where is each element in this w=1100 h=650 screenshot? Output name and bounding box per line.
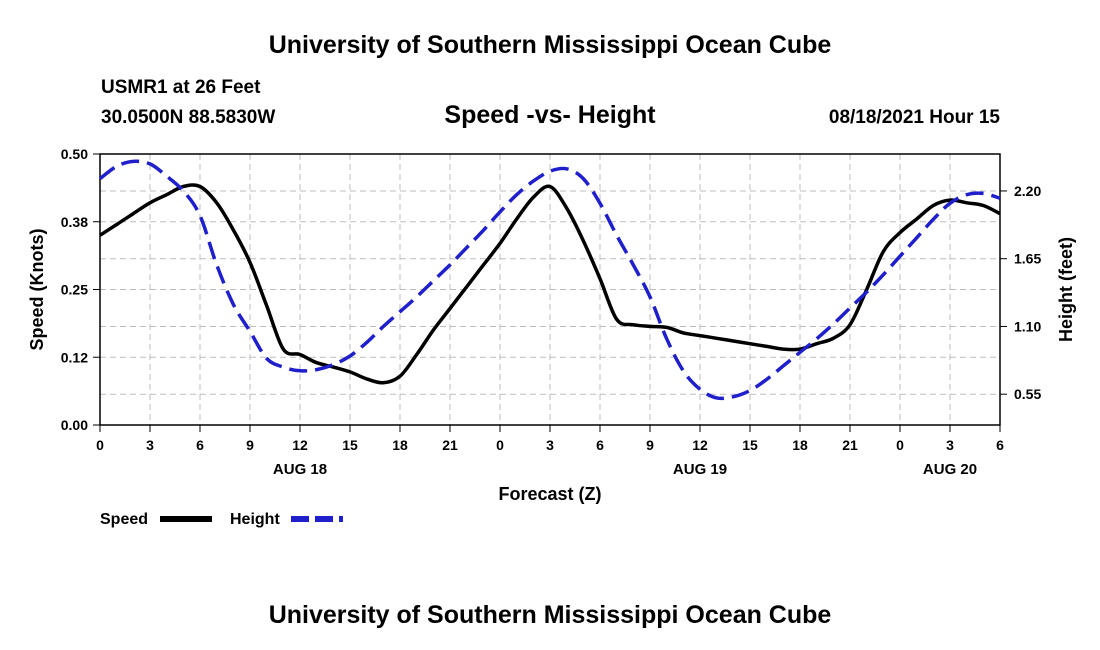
x-tick-label: 3 bbox=[146, 437, 154, 453]
x-tick-label: 9 bbox=[646, 437, 654, 453]
x-tick-label: 21 bbox=[842, 437, 858, 453]
x-tick-label: 0 bbox=[896, 437, 904, 453]
date-label: AUG 20 bbox=[923, 461, 977, 478]
x-tick-label: 6 bbox=[596, 437, 604, 453]
date-label: AUG 19 bbox=[673, 461, 727, 478]
footer-title: University of Southern Mississippi Ocean… bbox=[268, 601, 832, 629]
x-tick-label: 12 bbox=[292, 437, 308, 453]
x-tick-label: 0 bbox=[96, 437, 104, 453]
x-tick-label: 15 bbox=[742, 437, 758, 453]
x-tick-label: 18 bbox=[792, 437, 808, 453]
legend-label-height: Height bbox=[230, 511, 280, 528]
y-tick-label: 0.12 bbox=[61, 349, 88, 365]
x-tick-label: 18 bbox=[392, 437, 408, 453]
chart-title: Speed -vs- Height bbox=[444, 101, 656, 129]
y2-tick-label: 0.55 bbox=[1014, 386, 1041, 402]
forecast-date: 08/18/2021 Hour 15 bbox=[828, 107, 1000, 128]
x-tick-label: 6 bbox=[996, 437, 1004, 453]
y-tick-label: 0.50 bbox=[61, 146, 88, 162]
x-tick-label: 3 bbox=[546, 437, 554, 453]
x-tick-label: 6 bbox=[196, 437, 204, 453]
y2-tick-label: 1.10 bbox=[1014, 318, 1041, 334]
legend-label-speed: Speed bbox=[100, 511, 148, 528]
x-tick-label: 12 bbox=[692, 437, 708, 453]
x-tick-label: 0 bbox=[496, 437, 504, 453]
x-axis-label: Forecast (Z) bbox=[498, 484, 601, 504]
y-tick-label: 0.00 bbox=[61, 417, 88, 433]
y2-tick-label: 2.20 bbox=[1014, 183, 1041, 199]
plot-frame bbox=[99, 153, 1001, 426]
y-tick-label: 0.25 bbox=[61, 282, 88, 298]
x-tick-label: 15 bbox=[342, 437, 358, 453]
y2-tick-label: 1.65 bbox=[1014, 251, 1041, 267]
location-label: 30.0500N 88.5830W bbox=[101, 107, 276, 128]
station-label: USMR1 at 26 Feet bbox=[101, 77, 261, 98]
x-tick-label: 3 bbox=[946, 437, 954, 453]
y-tick-label: 0.38 bbox=[61, 214, 88, 230]
date-label: AUG 18 bbox=[273, 461, 327, 478]
y-axis-label: Speed (Knots) bbox=[27, 228, 47, 350]
series-line-speed bbox=[99, 183, 1001, 385]
x-tick-label: 21 bbox=[442, 437, 458, 453]
x-tick-label: 9 bbox=[246, 437, 254, 453]
y2-axis-label: Height (feet) bbox=[1056, 237, 1076, 342]
page-title: University of Southern Mississippi Ocean… bbox=[268, 31, 832, 59]
